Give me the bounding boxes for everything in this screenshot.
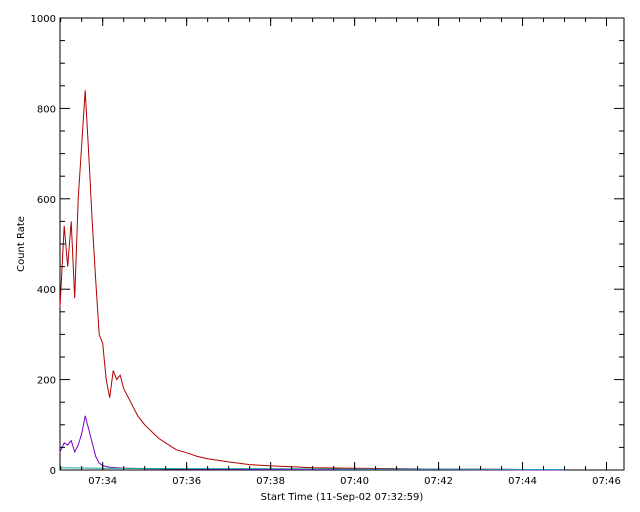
series-line-2 bbox=[59, 415, 565, 471]
x-tick-label: 07:46 bbox=[592, 476, 621, 487]
y-tick-label: 1000 bbox=[31, 14, 56, 25]
x-axis-label: Start Time (11-Sep-02 07:32:59) bbox=[261, 492, 424, 503]
x-tick-label: 07:42 bbox=[424, 476, 453, 487]
x-tick-label: 07:44 bbox=[508, 476, 537, 487]
y-tick-label: 200 bbox=[37, 376, 56, 387]
series-line-1 bbox=[59, 90, 565, 470]
x-tick-label: 07:40 bbox=[340, 476, 369, 487]
y-tick-label: 0 bbox=[50, 466, 56, 477]
y-tick-label: 800 bbox=[37, 104, 56, 115]
x-tick-label: 07:34 bbox=[88, 476, 117, 487]
plot-frame bbox=[59, 17, 625, 471]
series-layer bbox=[59, 90, 565, 471]
y-axis: 0 200 400 600 800 1000 bbox=[31, 14, 624, 477]
y-tick-label: 600 bbox=[37, 195, 56, 206]
x-tick-label: 07:38 bbox=[256, 476, 285, 487]
y-axis-label: Count Rate bbox=[16, 216, 27, 272]
x-axis: 07:34 07:36 07:38 07:40 07:42 07:44 07:46 bbox=[60, 18, 621, 487]
x-tick-label: 07:36 bbox=[172, 476, 201, 487]
y-tick-label: 400 bbox=[37, 285, 56, 296]
